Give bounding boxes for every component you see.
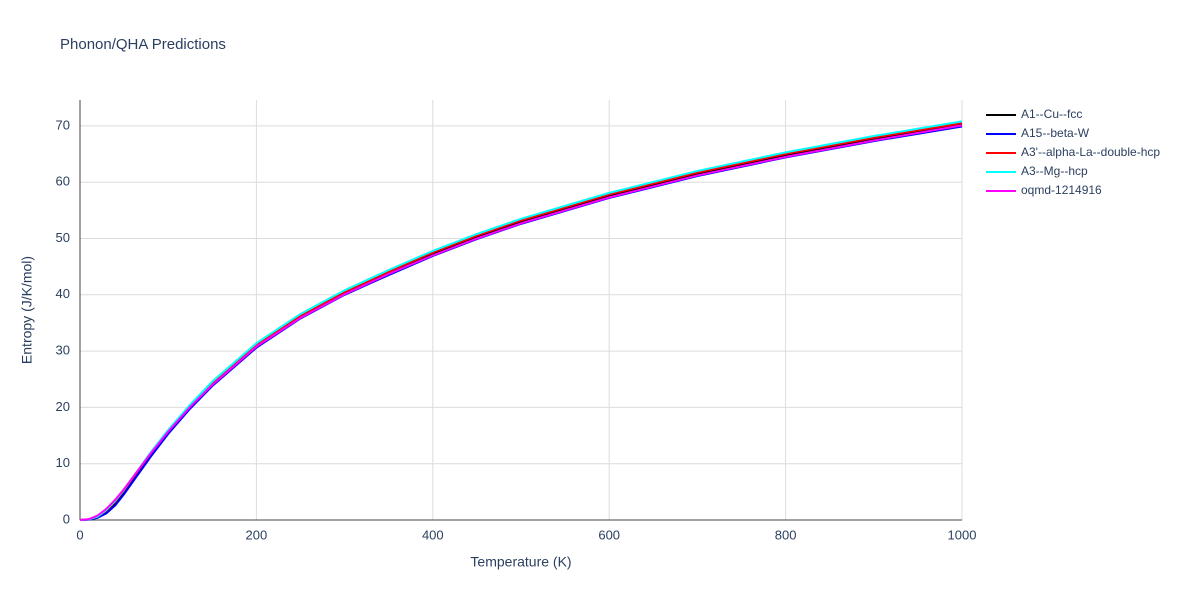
y-tick-label: 10 bbox=[56, 455, 70, 470]
y-tick-label: 30 bbox=[56, 343, 70, 358]
y-tick-label: 40 bbox=[56, 286, 70, 301]
x-axis-title: Temperature (K) bbox=[470, 554, 571, 570]
legend-label: A1--Cu--fcc bbox=[1021, 107, 1082, 121]
legend-label: A15--beta-W bbox=[1021, 126, 1090, 140]
x-tick-label: 200 bbox=[246, 527, 268, 542]
y-axis-title: Entropy (J/K/mol) bbox=[19, 256, 35, 364]
series-line bbox=[79, 123, 963, 521]
legend-label: oqmd-1214916 bbox=[1021, 183, 1102, 197]
x-tick-label: 400 bbox=[422, 527, 444, 542]
legend-label: A3'--alpha-La--double-hcp bbox=[1021, 145, 1160, 159]
x-tick-label: 0 bbox=[76, 527, 83, 542]
y-tick-label: 50 bbox=[56, 230, 70, 245]
y-tick-label: 20 bbox=[56, 399, 70, 414]
series-line bbox=[79, 120, 963, 521]
y-tick-label: 60 bbox=[56, 174, 70, 189]
y-tick-label: 70 bbox=[56, 117, 70, 132]
x-tick-label: 600 bbox=[598, 527, 620, 542]
y-tick-label: 0 bbox=[63, 511, 70, 526]
legend-label: A3--Mg--hcp bbox=[1021, 164, 1088, 178]
series-line bbox=[79, 125, 963, 521]
series-line bbox=[79, 124, 963, 521]
x-tick-label: 800 bbox=[775, 527, 797, 542]
x-tick-label: 1000 bbox=[948, 527, 977, 542]
chart-title: Phonon/QHA Predictions bbox=[60, 36, 226, 53]
